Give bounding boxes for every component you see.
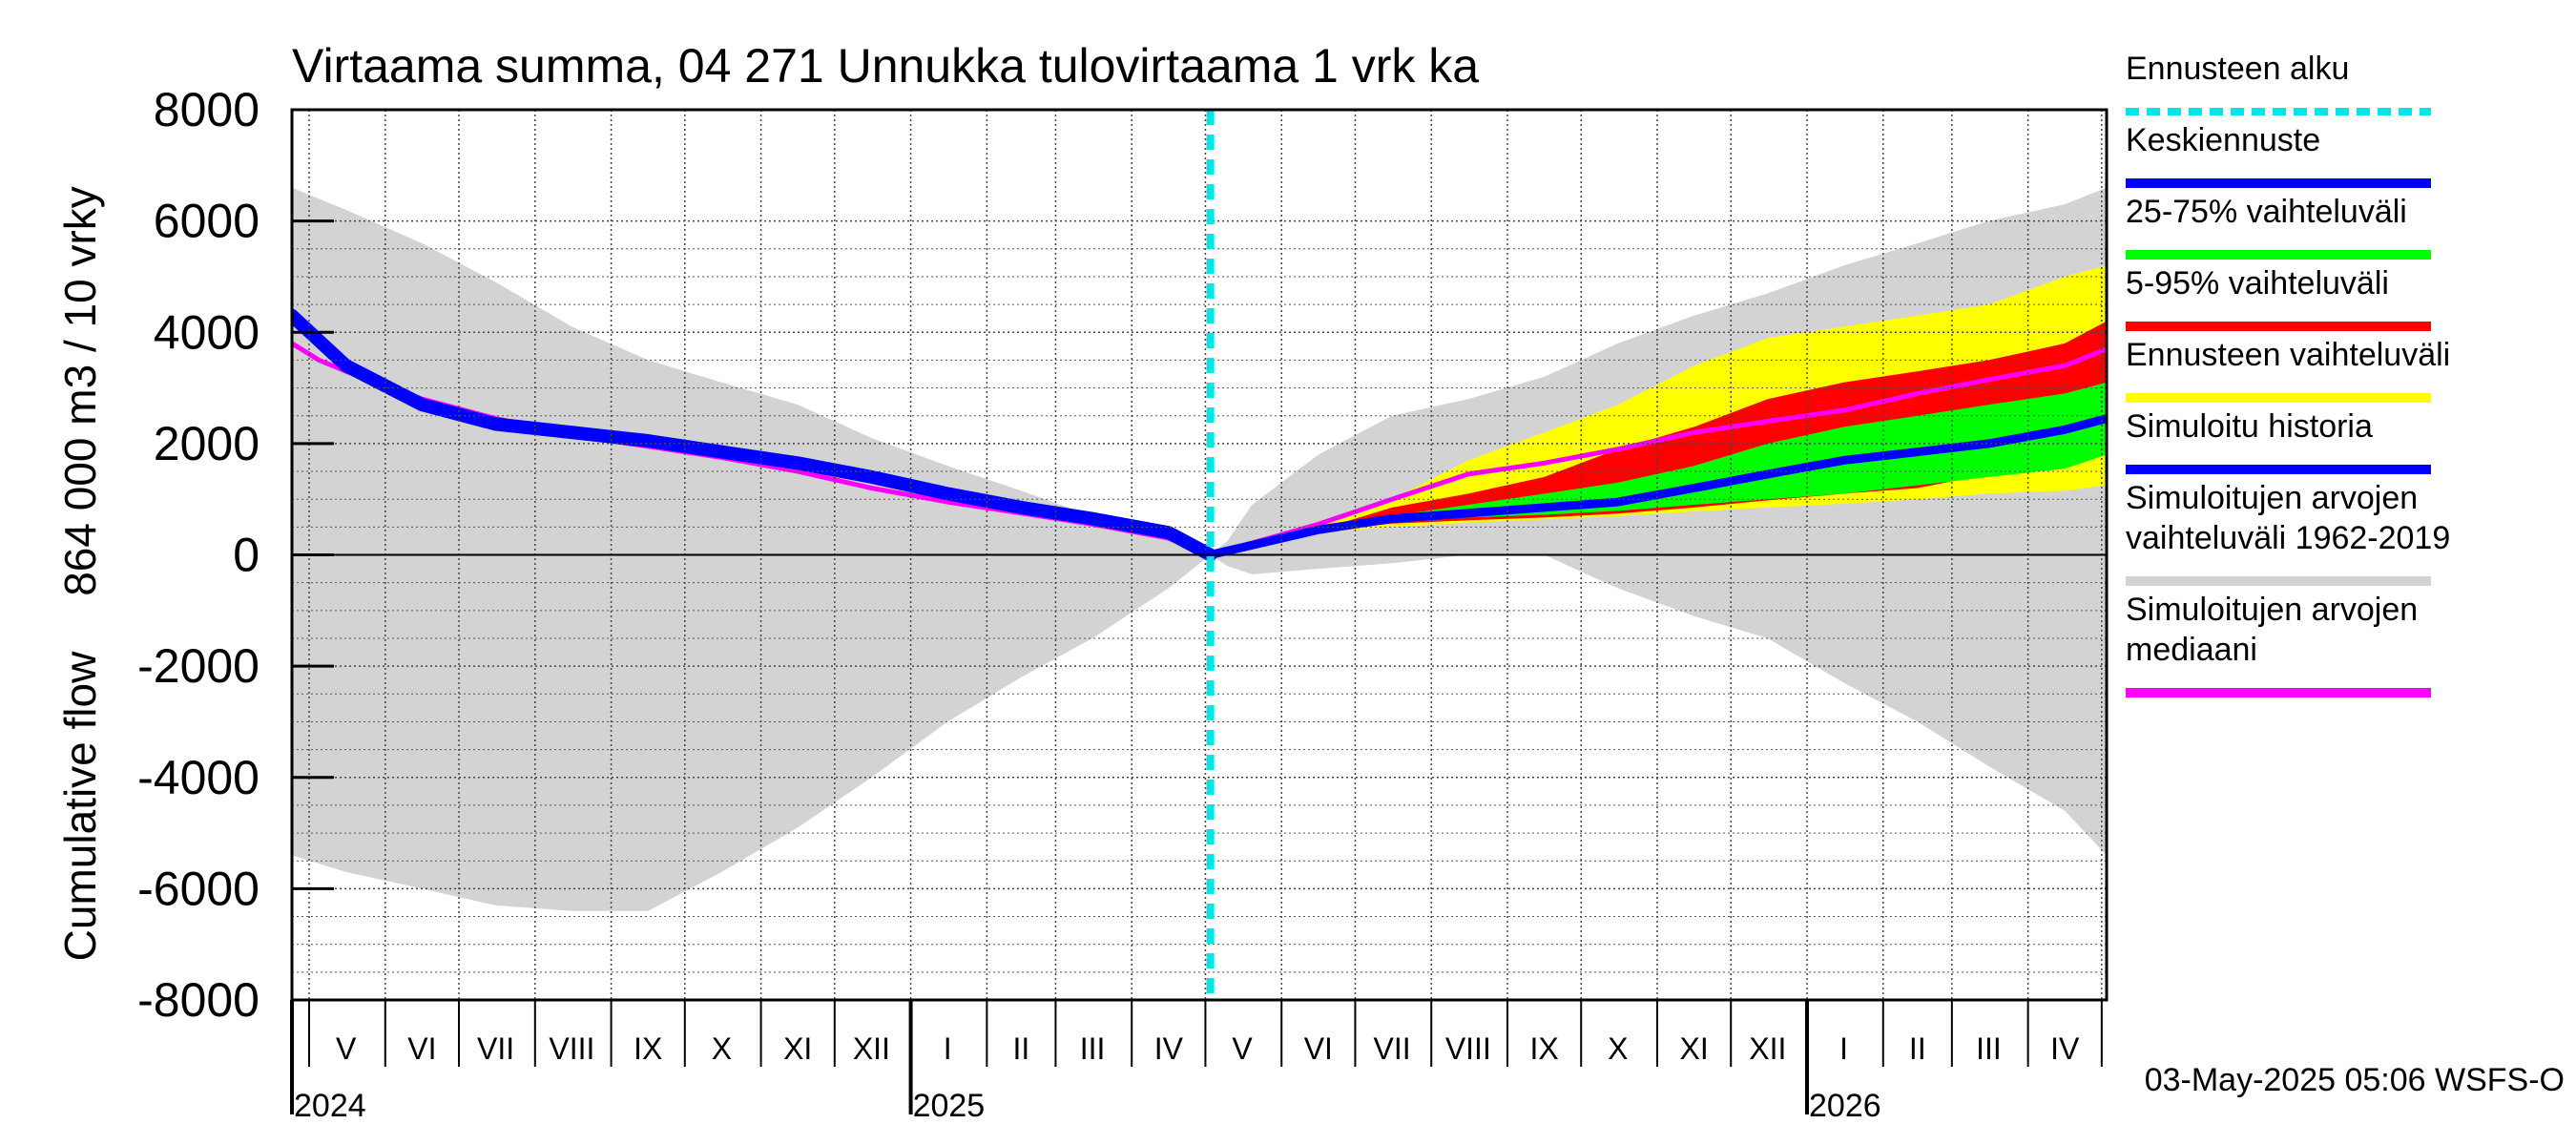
legend-label: vaihteluväli 1962-2019: [2126, 520, 2450, 556]
x-tick-label: V: [1232, 1031, 1253, 1066]
x-tick-label: VIII: [1445, 1031, 1491, 1066]
x-tick-label: XI: [1679, 1031, 1708, 1066]
legend-label: mediaani: [2126, 632, 2257, 668]
y-axis: 8000 6000 4000 2000 0 -2000 -4000 -6000 -8000: [137, 83, 334, 1027]
x-tick-label: II: [1013, 1031, 1030, 1066]
y-tick-label: -4000: [137, 751, 260, 804]
x-tick-label: I: [1839, 1031, 1848, 1066]
x-tick-label: III: [1976, 1031, 2002, 1066]
legend-label: Simuloitu historia: [2126, 408, 2373, 445]
x-year-label: 2026: [1809, 1088, 1881, 1124]
series-line-2: [1206, 414, 2107, 559]
band-0: [292, 187, 2107, 911]
legend: Ennusteen alku Keskiennuste 25-75% vaihtel…: [2126, 51, 2450, 697]
legend-label: 25-75% vaihteluväli: [2126, 194, 2407, 230]
x-year-label: 2025: [913, 1088, 986, 1124]
x-tick-label: X: [712, 1031, 732, 1066]
x-tick-label: IV: [2050, 1031, 2080, 1066]
x-tick-label: XI: [783, 1031, 812, 1066]
y-tick-label: -8000: [137, 973, 260, 1027]
x-tick-label: VI: [1304, 1031, 1333, 1066]
x-tick-label: IX: [634, 1031, 662, 1066]
y-tick-label: 0: [233, 529, 260, 582]
x-tick-label: VII: [1373, 1031, 1410, 1066]
x-tick-label: IX: [1529, 1031, 1558, 1066]
y-tick-label: 8000: [154, 83, 260, 136]
x-tick-label: II: [1909, 1031, 1926, 1066]
x-tick-label: X: [1608, 1031, 1628, 1066]
footer-timestamp: 03-May-2025 05:06 WSFS-O: [2145, 1062, 2565, 1098]
x-tick-label: III: [1080, 1031, 1106, 1066]
chart-title: Virtaama summa, 04 271 Unnukka tulovirta…: [292, 39, 1479, 93]
legend-label: Simuloitujen arvojen: [2126, 480, 2418, 516]
y-tick-label: 6000: [154, 195, 260, 248]
y-tick-label: 4000: [154, 305, 260, 359]
x-tick-label: VII: [477, 1031, 514, 1066]
legend-label: Ennusteen vaihteluväli: [2126, 337, 2450, 373]
x-year-label: 2024: [294, 1088, 366, 1124]
legend-label: Keskiennuste: [2126, 122, 2320, 158]
y-tick-label: 2000: [154, 417, 260, 470]
y-axis-label-left: 864 000 m3 / 10 vrky: [55, 186, 105, 596]
legend-label: Simuloitujen arvojen: [2126, 592, 2418, 628]
legend-label: 5-95% vaihteluväli: [2126, 265, 2389, 302]
y-axis-label-right: Cumulative flow: [55, 651, 105, 961]
legend-label: Ennusteen alku: [2126, 51, 2349, 87]
y-tick-label: -6000: [137, 862, 260, 915]
x-tick-label: I: [944, 1031, 952, 1066]
x-axis: V VI VII VIII IX X XI XII I II III IV V VI VII VIII IX X X…: [290, 1000, 2103, 1124]
y-tick-label: -2000: [137, 639, 260, 693]
x-tick-label: V: [336, 1031, 357, 1066]
x-tick-label: XII: [853, 1031, 890, 1066]
x-tick-label: IV: [1154, 1031, 1184, 1066]
x-tick-label: XII: [1749, 1031, 1786, 1066]
series-line-1: [292, 308, 1217, 562]
x-tick-label: VIII: [549, 1031, 594, 1066]
x-tick-label: VI: [407, 1031, 436, 1066]
